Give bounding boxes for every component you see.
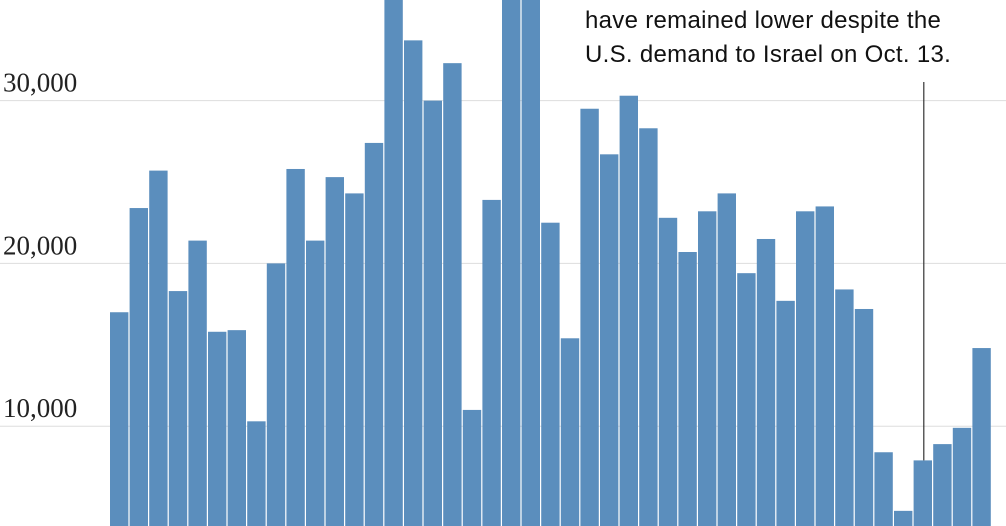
y-tick-label: 30,000 bbox=[3, 68, 77, 98]
bar bbox=[756, 238, 776, 526]
bar bbox=[854, 308, 874, 526]
bar bbox=[639, 128, 658, 526]
bar bbox=[913, 460, 932, 526]
bar bbox=[306, 240, 325, 526]
y-tick-label: 10,000 bbox=[3, 393, 77, 423]
bar bbox=[560, 338, 580, 526]
bar bbox=[462, 409, 482, 526]
annotation-text: have remained lower despite the U.S. dem… bbox=[575, 0, 1006, 74]
bar bbox=[796, 211, 815, 526]
bar bbox=[619, 95, 638, 526]
bar bbox=[266, 263, 286, 526]
bar bbox=[776, 300, 795, 526]
bar bbox=[208, 331, 227, 526]
annotation-line-1: have remained lower despite the bbox=[585, 7, 941, 34]
bar bbox=[188, 240, 207, 526]
bar bbox=[404, 40, 423, 526]
bar bbox=[482, 199, 501, 526]
bar bbox=[521, 0, 540, 526]
y-axis-tick-labels: 10,000 20,000 30,000 bbox=[3, 68, 77, 424]
bar bbox=[384, 0, 403, 526]
bar bbox=[364, 142, 384, 526]
bar bbox=[149, 170, 168, 526]
bar bbox=[972, 348, 991, 526]
bar bbox=[286, 168, 305, 526]
bar bbox=[325, 177, 344, 526]
bar bbox=[737, 273, 756, 526]
bar bbox=[933, 444, 952, 526]
bar bbox=[502, 0, 521, 526]
bar bbox=[835, 289, 854, 526]
y-tick-label: 20,000 bbox=[3, 230, 77, 260]
bar bbox=[345, 193, 364, 526]
bar bbox=[952, 427, 972, 526]
bar bbox=[227, 330, 246, 526]
bar bbox=[580, 108, 599, 526]
bars bbox=[110, 0, 991, 526]
bar bbox=[423, 100, 442, 526]
bar bbox=[443, 63, 462, 526]
bar bbox=[247, 421, 266, 526]
bar bbox=[698, 211, 717, 526]
bar bbox=[717, 193, 736, 526]
bar bbox=[678, 252, 697, 526]
bar bbox=[815, 206, 834, 526]
annotation-line-2: U.S. demand to Israel on Oct. 13. bbox=[585, 41, 951, 68]
bar bbox=[600, 154, 619, 526]
bar bbox=[110, 312, 129, 526]
bar bbox=[129, 208, 148, 526]
bar bbox=[541, 222, 560, 526]
bar bbox=[874, 452, 893, 526]
bar bbox=[168, 291, 188, 526]
bar bbox=[658, 217, 678, 526]
bar bbox=[894, 510, 913, 526]
